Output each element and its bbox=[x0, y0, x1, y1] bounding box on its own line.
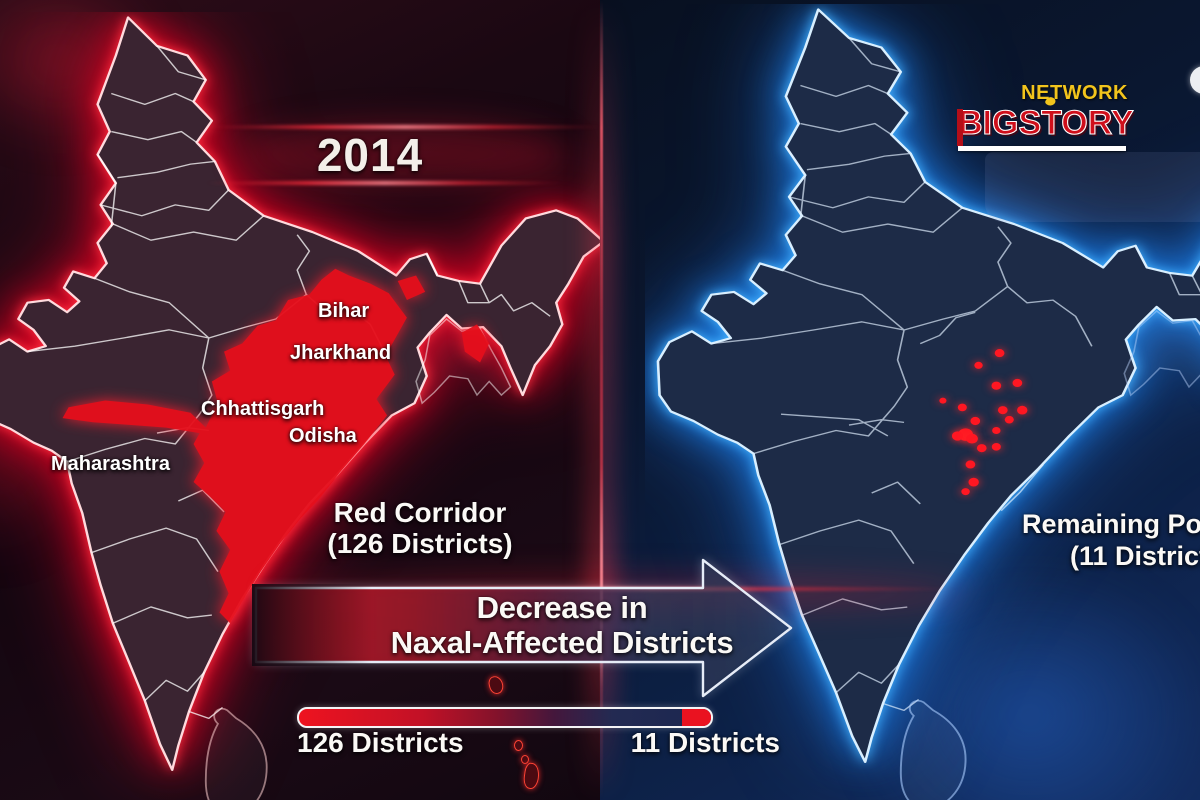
progress-bar-red-cap bbox=[682, 709, 711, 726]
andaman-island bbox=[514, 740, 523, 751]
logo-side-mark bbox=[957, 109, 963, 146]
bar-label-11: 11 Districts bbox=[630, 727, 780, 758]
red-patch-assam bbox=[397, 275, 426, 300]
red-streak-top bbox=[205, 125, 600, 129]
year-glow bbox=[240, 122, 570, 186]
logo-panel bbox=[985, 152, 1200, 222]
india-map-2014 bbox=[0, 16, 600, 800]
nicobar-island bbox=[521, 755, 529, 764]
center-divider bbox=[600, 0, 603, 800]
left-panel-2014 bbox=[0, 0, 600, 800]
state-label-odisha: Odisha bbox=[289, 425, 357, 447]
bangladesh-outline bbox=[1123, 310, 1200, 397]
arrow-caption: Decrease in Naxal-Affected Districts bbox=[300, 590, 824, 660]
channel-logo: NETWORK BIGSTORY bbox=[957, 82, 1138, 151]
red-streak-bottom bbox=[205, 181, 565, 185]
districts-progress-bar bbox=[297, 707, 713, 728]
red-patch-tripura bbox=[461, 324, 490, 363]
arrow-line2: Naxal-Affected Districts bbox=[390, 624, 734, 660]
naxal-dots bbox=[939, 349, 1028, 496]
left-caption-title: Red Corridor bbox=[333, 497, 507, 528]
state-label-bihar: Bihar bbox=[318, 300, 370, 322]
india-map-present bbox=[656, 8, 1200, 800]
year-label: 2014 bbox=[316, 129, 424, 181]
right-panel-present bbox=[600, 0, 1200, 800]
right-caption-subtitle: (11 Districts) bbox=[1070, 541, 1200, 572]
red-corridor-region bbox=[62, 268, 407, 624]
right-map-caption: Remaining Pockets (11 Districts) bbox=[1022, 508, 1200, 573]
left-map-caption: Red Corridor (126 Districts) bbox=[298, 497, 542, 560]
edge-badge-circle bbox=[1190, 66, 1200, 94]
logo-underline bbox=[958, 145, 1126, 151]
state-label-jharkhand: Jharkhand bbox=[290, 342, 392, 364]
sri-lanka-outline-right bbox=[899, 700, 967, 800]
state-label-chhattisgarh: Chhattisgarh bbox=[201, 398, 325, 420]
sri-lanka-outline-left bbox=[204, 708, 268, 800]
bar-label-126: 126 Districts bbox=[297, 727, 464, 758]
arrow-line1: Decrease in bbox=[476, 590, 648, 625]
right-caption-title: Remaining Pockets bbox=[1022, 509, 1200, 539]
logo-bigstory-text: BIGSTORY bbox=[957, 104, 1134, 142]
state-borders-left bbox=[27, 45, 551, 720]
left-caption-subtitle: (126 Districts) bbox=[327, 527, 513, 559]
decrease-arrow bbox=[252, 558, 793, 698]
state-borders-right bbox=[711, 37, 1200, 712]
arrow-tail-fade bbox=[252, 584, 372, 666]
state-label-maharashtra: Maharashtra bbox=[51, 453, 170, 475]
